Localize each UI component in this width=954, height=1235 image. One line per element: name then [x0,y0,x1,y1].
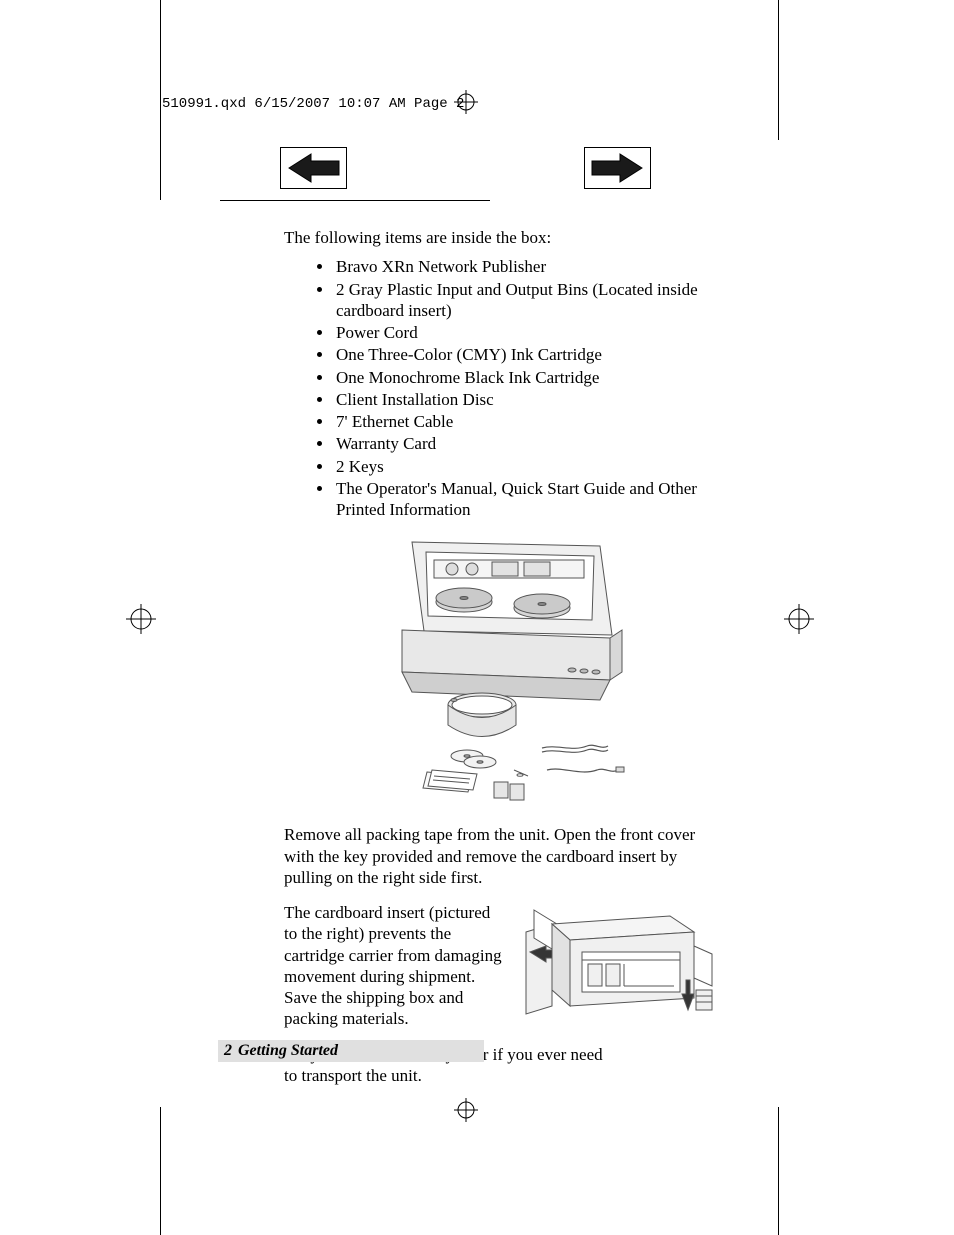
arrow-left-icon [281,148,346,188]
nav-arrow-right [584,147,651,189]
insert-row: The cardboard insert (pictured to the ri… [284,902,714,1044]
paragraph: Remove all packing tape from the unit. O… [284,824,714,888]
list-item: One Monochrome Black Ink Cartridge [334,367,714,388]
registration-mark-icon [454,90,478,114]
paragraph: The cardboard insert (pictured to the ri… [284,902,506,1030]
intro-text: The following items are inside the box: [284,227,714,248]
list-item: 7' Ethernet Cable [334,411,714,432]
page-number: 2 [224,1042,232,1060]
list-item: 2 Keys [334,456,714,477]
crop-line [160,0,161,200]
manual-page: 510991.qxd 6/15/2007 10:07 AM Page 2 The… [0,0,954,1235]
crop-line [160,1107,161,1235]
crop-line [778,1107,779,1235]
registration-mark-icon [126,604,156,634]
page-body: The following items are inside the box: … [284,227,714,1100]
registration-mark-icon [454,1098,478,1122]
list-item: Warranty Card [334,433,714,454]
header-rule [220,200,490,201]
prepress-slug: 510991.qxd 6/15/2007 10:07 AM Page 2 [162,96,464,112]
nav-arrow-left [280,147,347,189]
list-item: One Three-Color (CMY) Ink Cartridge [334,344,714,365]
cardboard-insert-illustration [524,902,714,1032]
box-contents-list: Bravo XRn Network Publisher 2 Gray Plast… [284,256,714,520]
list-item: 2 Gray Plastic Input and Output Bins (Lo… [334,279,714,322]
list-item: Client Installation Disc [334,389,714,410]
list-item: Bravo XRn Network Publisher [334,256,714,277]
registration-mark-icon [784,604,814,634]
printer-illustration [372,530,627,810]
page-footer: 2 Getting Started [218,1040,484,1062]
arrow-right-icon [585,148,650,188]
crop-line [778,0,779,140]
list-item: The Operator's Manual, Quick Start Guide… [334,478,714,521]
section-title: Getting Started [238,1042,338,1060]
list-item: Power Cord [334,322,714,343]
